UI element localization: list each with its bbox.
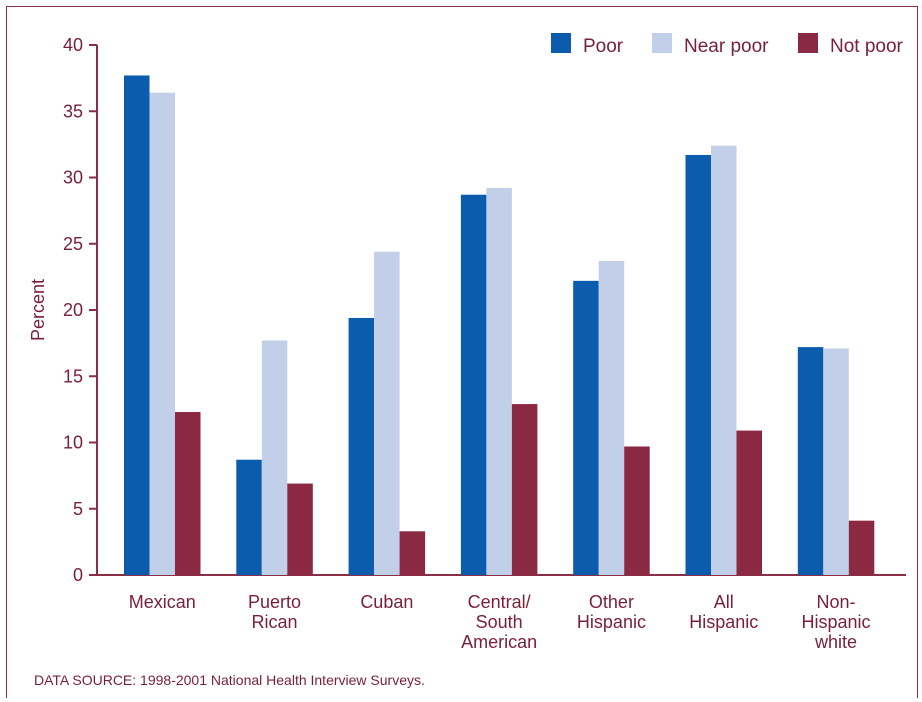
bar <box>374 251 400 575</box>
x-tick-label: Mexican <box>129 592 196 612</box>
bar <box>175 412 201 575</box>
x-tick-label: Other <box>589 592 634 612</box>
data-source-note: DATA SOURCE: 1998-2001 National Health I… <box>34 672 425 688</box>
bar <box>149 92 175 575</box>
y-tick-label: 20 <box>63 300 83 320</box>
y-tick-label: 0 <box>73 565 83 585</box>
y-axis-title: Percent <box>28 279 48 341</box>
y-tick-label: 35 <box>63 101 83 121</box>
legend-label: Near poor <box>684 36 769 57</box>
x-tick-label: Hispanic <box>689 612 758 632</box>
y-tick-label: 5 <box>73 499 83 519</box>
bar <box>823 348 849 575</box>
bar <box>848 520 875 575</box>
x-tick-label: South <box>476 612 523 632</box>
bar <box>736 430 762 575</box>
legend-label: Poor <box>583 36 624 57</box>
x-tick-label: Rican <box>252 612 298 632</box>
bar <box>287 483 313 575</box>
y-tick-label: 30 <box>63 168 83 188</box>
bar <box>685 154 711 575</box>
bar <box>460 194 487 575</box>
bar <box>348 317 375 575</box>
x-tick-label: Non- <box>817 592 856 612</box>
bar <box>624 446 650 575</box>
legend-swatch <box>652 33 672 53</box>
bar <box>236 459 262 575</box>
y-tick-label: 15 <box>63 366 83 386</box>
y-tick-label: 40 <box>63 35 83 55</box>
bar <box>399 531 426 575</box>
x-tick-label: Central/ <box>468 592 531 612</box>
bar <box>261 340 288 575</box>
bar <box>486 188 512 575</box>
bar <box>797 347 824 575</box>
bar <box>598 260 625 575</box>
legend-label: Not poor <box>830 36 904 57</box>
bar <box>511 404 538 575</box>
legend-swatch <box>551 33 571 53</box>
y-tick-label: 10 <box>63 433 83 453</box>
x-tick-label: Hispanic <box>577 612 646 632</box>
bar <box>124 75 150 575</box>
bar <box>711 145 737 575</box>
x-tick-label: Hispanic <box>802 612 871 632</box>
legend-swatch <box>798 33 818 53</box>
bar <box>573 280 599 575</box>
chart-frame <box>6 6 918 698</box>
x-tick-label: Cuban <box>360 592 413 612</box>
x-tick-label: All <box>714 592 734 612</box>
y-tick-label: 25 <box>63 234 83 254</box>
x-tick-label: American <box>461 632 537 652</box>
x-tick-label: white <box>814 632 857 652</box>
x-tick-label: Puerto <box>248 592 301 612</box>
